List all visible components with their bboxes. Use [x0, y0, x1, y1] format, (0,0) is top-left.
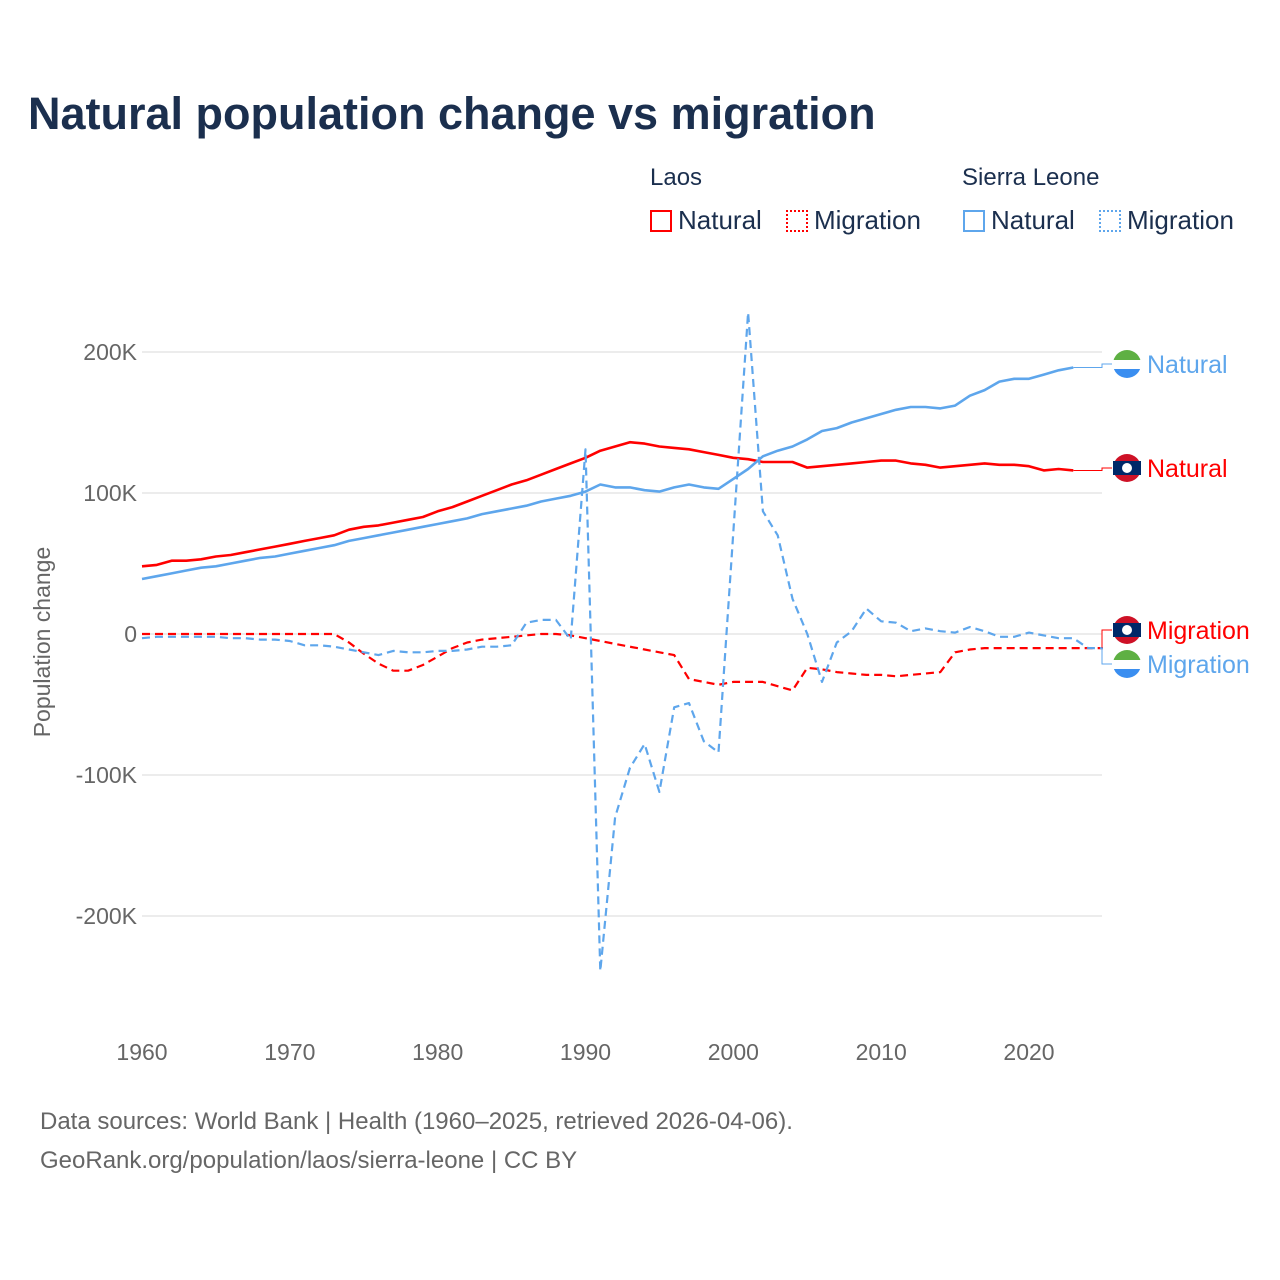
legend-sierra-leone-natural[interactable]: Natural	[963, 205, 1075, 236]
y-tick-label: 100K	[83, 480, 137, 506]
flag-white-disc	[1122, 625, 1132, 635]
x-tick-label: 2020	[1003, 1039, 1054, 1065]
x-tick-label: 2000	[708, 1039, 759, 1065]
chart-title: Natural population change vs migration	[28, 88, 876, 139]
footer-url[interactable]: GeoRank.org/population/laos/sierra-leone…	[40, 1147, 578, 1174]
series-line-sierra-leone-migration	[141, 311, 1103, 973]
y-tick-label: -200K	[76, 903, 138, 929]
legend-laos-natural[interactable]: Natural	[650, 205, 762, 236]
label-connector	[1073, 363, 1112, 369]
legend-swatch	[650, 209, 672, 232]
legend-label: Migration	[814, 205, 921, 235]
x-tick-label: 1960	[116, 1039, 167, 1065]
sierra-leone-flag-icon	[1113, 350, 1141, 378]
series-line-laos-natural	[141, 440, 1074, 568]
flag-green-band	[1113, 650, 1141, 660]
legend-label: Natural	[678, 205, 762, 235]
end-label: Migration	[1147, 651, 1250, 679]
legend-label: Migration	[1127, 205, 1234, 235]
laos-flag-icon	[1113, 454, 1141, 482]
legend-title-laos: Laos	[650, 164, 703, 191]
flag-blue-band	[1113, 669, 1141, 678]
series-line-laos-migration	[142, 632, 1103, 692]
y-tick-label: -100K	[76, 762, 138, 788]
y-tick-label: 0	[124, 621, 137, 647]
legend-laos-migration[interactable]: Migration	[786, 205, 921, 236]
x-tick-label: 1970	[264, 1039, 315, 1065]
x-tick-label: 1990	[560, 1039, 611, 1065]
label-connector	[1073, 467, 1112, 471]
legend-label: Natural	[991, 205, 1075, 235]
x-tick-label: 1980	[412, 1039, 463, 1065]
label-connector	[1101, 629, 1112, 649]
flag-green-band	[1113, 350, 1141, 360]
end-label: Migration	[1147, 617, 1250, 645]
y-tick-label: 200K	[83, 339, 137, 365]
label-connector	[1101, 647, 1112, 665]
sierra-leone-flag-icon	[1113, 650, 1141, 678]
legend-title-sierra-leone: Sierra Leone	[962, 164, 1100, 191]
end-label: Natural	[1147, 351, 1228, 379]
flag-white-disc	[1122, 463, 1132, 473]
footer-sources: Data sources: World Bank | Health (1960–…	[40, 1108, 793, 1135]
legend-swatch	[1099, 209, 1121, 232]
end-label: Natural	[1147, 455, 1228, 483]
legend-swatch	[786, 209, 808, 232]
series-line-sierra-leone-natural	[141, 366, 1074, 581]
flag-blue-band	[1113, 369, 1141, 378]
y-axis-label: Population change	[29, 547, 55, 738]
flag-white-band	[1113, 660, 1141, 669]
flag-white-band	[1113, 360, 1141, 369]
legend-swatch	[963, 209, 985, 232]
laos-flag-icon	[1113, 616, 1141, 644]
x-tick-label: 2010	[856, 1039, 907, 1065]
legend-sierra-leone-migration[interactable]: Migration	[1099, 205, 1234, 236]
